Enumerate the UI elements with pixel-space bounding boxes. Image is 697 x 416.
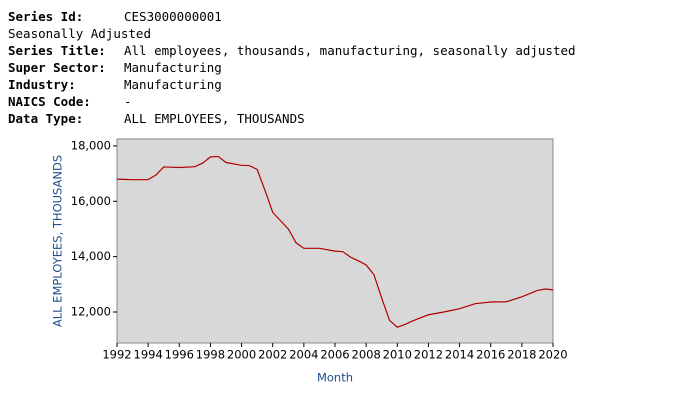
info-label: Super Sector: xyxy=(8,60,106,75)
x-tick-label: 1992 xyxy=(102,348,131,362)
info-label: Seasonally Adjusted xyxy=(8,26,151,41)
series-info: Series Id: CES3000000001 Seasonally Adjust… xyxy=(8,8,576,127)
info-row: NAICS Code: - xyxy=(8,93,576,110)
x-tick-label: 1994 xyxy=(134,348,163,362)
x-axis-label: Month xyxy=(317,371,353,385)
info-value: All employees, thousands, manufacturing,… xyxy=(124,43,576,58)
y-axis-label: ALL EMPLOYEES, THOUSANDS xyxy=(51,155,65,327)
info-row: Seasonally Adjusted xyxy=(8,25,576,42)
info-value: - xyxy=(124,94,132,109)
x-tick-label: 1996 xyxy=(165,348,194,362)
info-value: Manufacturing xyxy=(124,60,222,75)
x-tick-label: 2008 xyxy=(352,348,381,362)
x-tick-label: 2010 xyxy=(383,348,412,362)
x-tick-label: 2012 xyxy=(414,348,443,362)
x-tick-label: 2004 xyxy=(289,348,318,362)
y-tick-label: 18,000 xyxy=(71,138,111,152)
x-tick-label: 2002 xyxy=(258,348,287,362)
x-tick-label: 2016 xyxy=(476,348,505,362)
x-tick-label: 2018 xyxy=(507,348,536,362)
info-row: Series Title: All employees, thousands, m… xyxy=(8,42,576,59)
y-tick-label: 12,000 xyxy=(71,304,111,318)
data-line xyxy=(116,155,554,328)
info-value: Manufacturing xyxy=(124,77,222,92)
info-label: Series Id: xyxy=(8,9,84,24)
info-label: NAICS Code: xyxy=(8,94,91,109)
x-tick-label: 2014 xyxy=(445,348,474,362)
info-value: ALL EMPLOYEES, THOUSANDS xyxy=(124,111,305,126)
x-tick-label: 2000 xyxy=(227,348,256,362)
info-row: Super Sector: Manufacturing xyxy=(8,59,576,76)
x-tick-label: 2020 xyxy=(538,348,567,362)
x-tick-label: 1998 xyxy=(196,348,225,362)
x-tick-label: 2006 xyxy=(320,348,349,362)
info-row: Industry: Manufacturing xyxy=(8,76,576,93)
info-label: Data Type: xyxy=(8,111,84,126)
info-row: Series Id: CES3000000001 xyxy=(8,8,576,25)
info-value: CES3000000001 xyxy=(124,9,222,24)
plot-area xyxy=(116,138,554,344)
y-tick-label: 16,000 xyxy=(71,194,111,208)
info-label: Industry: xyxy=(8,77,76,92)
info-row: Data Type: ALL EMPLOYEES, THOUSANDS xyxy=(8,110,576,127)
info-label: Series Title: xyxy=(8,43,106,58)
y-tick-label: 14,000 xyxy=(71,249,111,263)
